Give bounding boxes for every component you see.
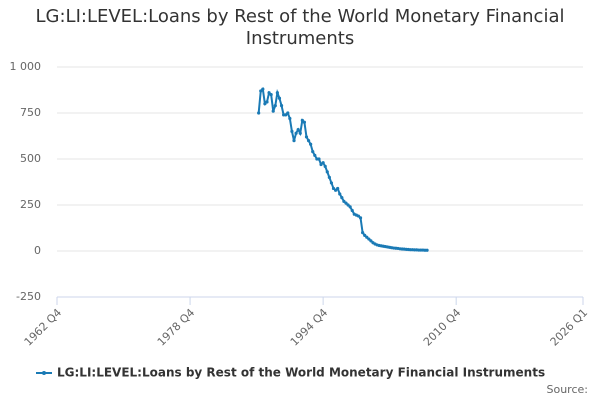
point [342, 199, 346, 203]
point [300, 118, 304, 122]
point [292, 139, 296, 143]
x-tick-label: 1978 Q4 [155, 306, 198, 349]
point [369, 239, 373, 243]
point [259, 89, 263, 93]
point [333, 188, 338, 192]
y-tick-label: 1 000 [10, 60, 42, 73]
x-tick-label: 2010 Q4 [421, 306, 464, 349]
point [425, 248, 429, 252]
x-tick-label: 1994 Q4 [288, 306, 331, 349]
point [344, 201, 348, 205]
point [296, 127, 300, 132]
y-tick-label: -250 [16, 290, 41, 303]
y-tick-label: 750 [20, 106, 41, 119]
point [329, 181, 334, 185]
point [350, 208, 354, 213]
point [356, 214, 361, 218]
point [346, 203, 350, 207]
point [267, 91, 271, 95]
chart-title: LG:LI:LEVEL:Loans by Rest of the World M… [35, 6, 565, 49]
point [304, 135, 309, 139]
point [263, 102, 267, 106]
point [275, 91, 279, 95]
point [367, 237, 371, 241]
point [363, 233, 367, 237]
x-tick-label: 1962 Q4 [22, 306, 65, 349]
point [338, 192, 342, 196]
point [277, 96, 282, 100]
point [261, 87, 265, 91]
point [302, 120, 307, 124]
point [327, 175, 331, 179]
point [271, 109, 275, 113]
point [361, 231, 365, 235]
point [319, 162, 323, 167]
point [279, 104, 284, 108]
point [284, 113, 288, 117]
legend-label: LG:LI:LEVEL:Loans by Rest of the World M… [57, 366, 545, 380]
y-tick-label: 500 [20, 152, 41, 165]
point [294, 131, 298, 135]
point [273, 104, 277, 108]
point [265, 100, 269, 104]
source: Source: [547, 383, 589, 396]
point [269, 93, 273, 97]
point [331, 186, 336, 191]
y-tick-label: 0 [34, 244, 41, 257]
x-tick-label: 2026 Q1 [548, 306, 591, 349]
point [336, 186, 340, 191]
point [298, 131, 302, 135]
point [286, 111, 290, 115]
point [323, 164, 327, 168]
point [306, 139, 311, 143]
point [290, 129, 294, 133]
point [365, 235, 369, 239]
point [317, 157, 321, 161]
point [321, 161, 325, 165]
point [311, 150, 315, 154]
point [313, 153, 317, 157]
y-tick-label: 250 [20, 198, 41, 211]
point [325, 170, 329, 174]
point [309, 142, 313, 146]
point [257, 111, 261, 115]
legend-marker [42, 371, 46, 375]
point [288, 116, 292, 121]
point [358, 216, 363, 220]
point [348, 205, 352, 209]
point [340, 196, 344, 200]
